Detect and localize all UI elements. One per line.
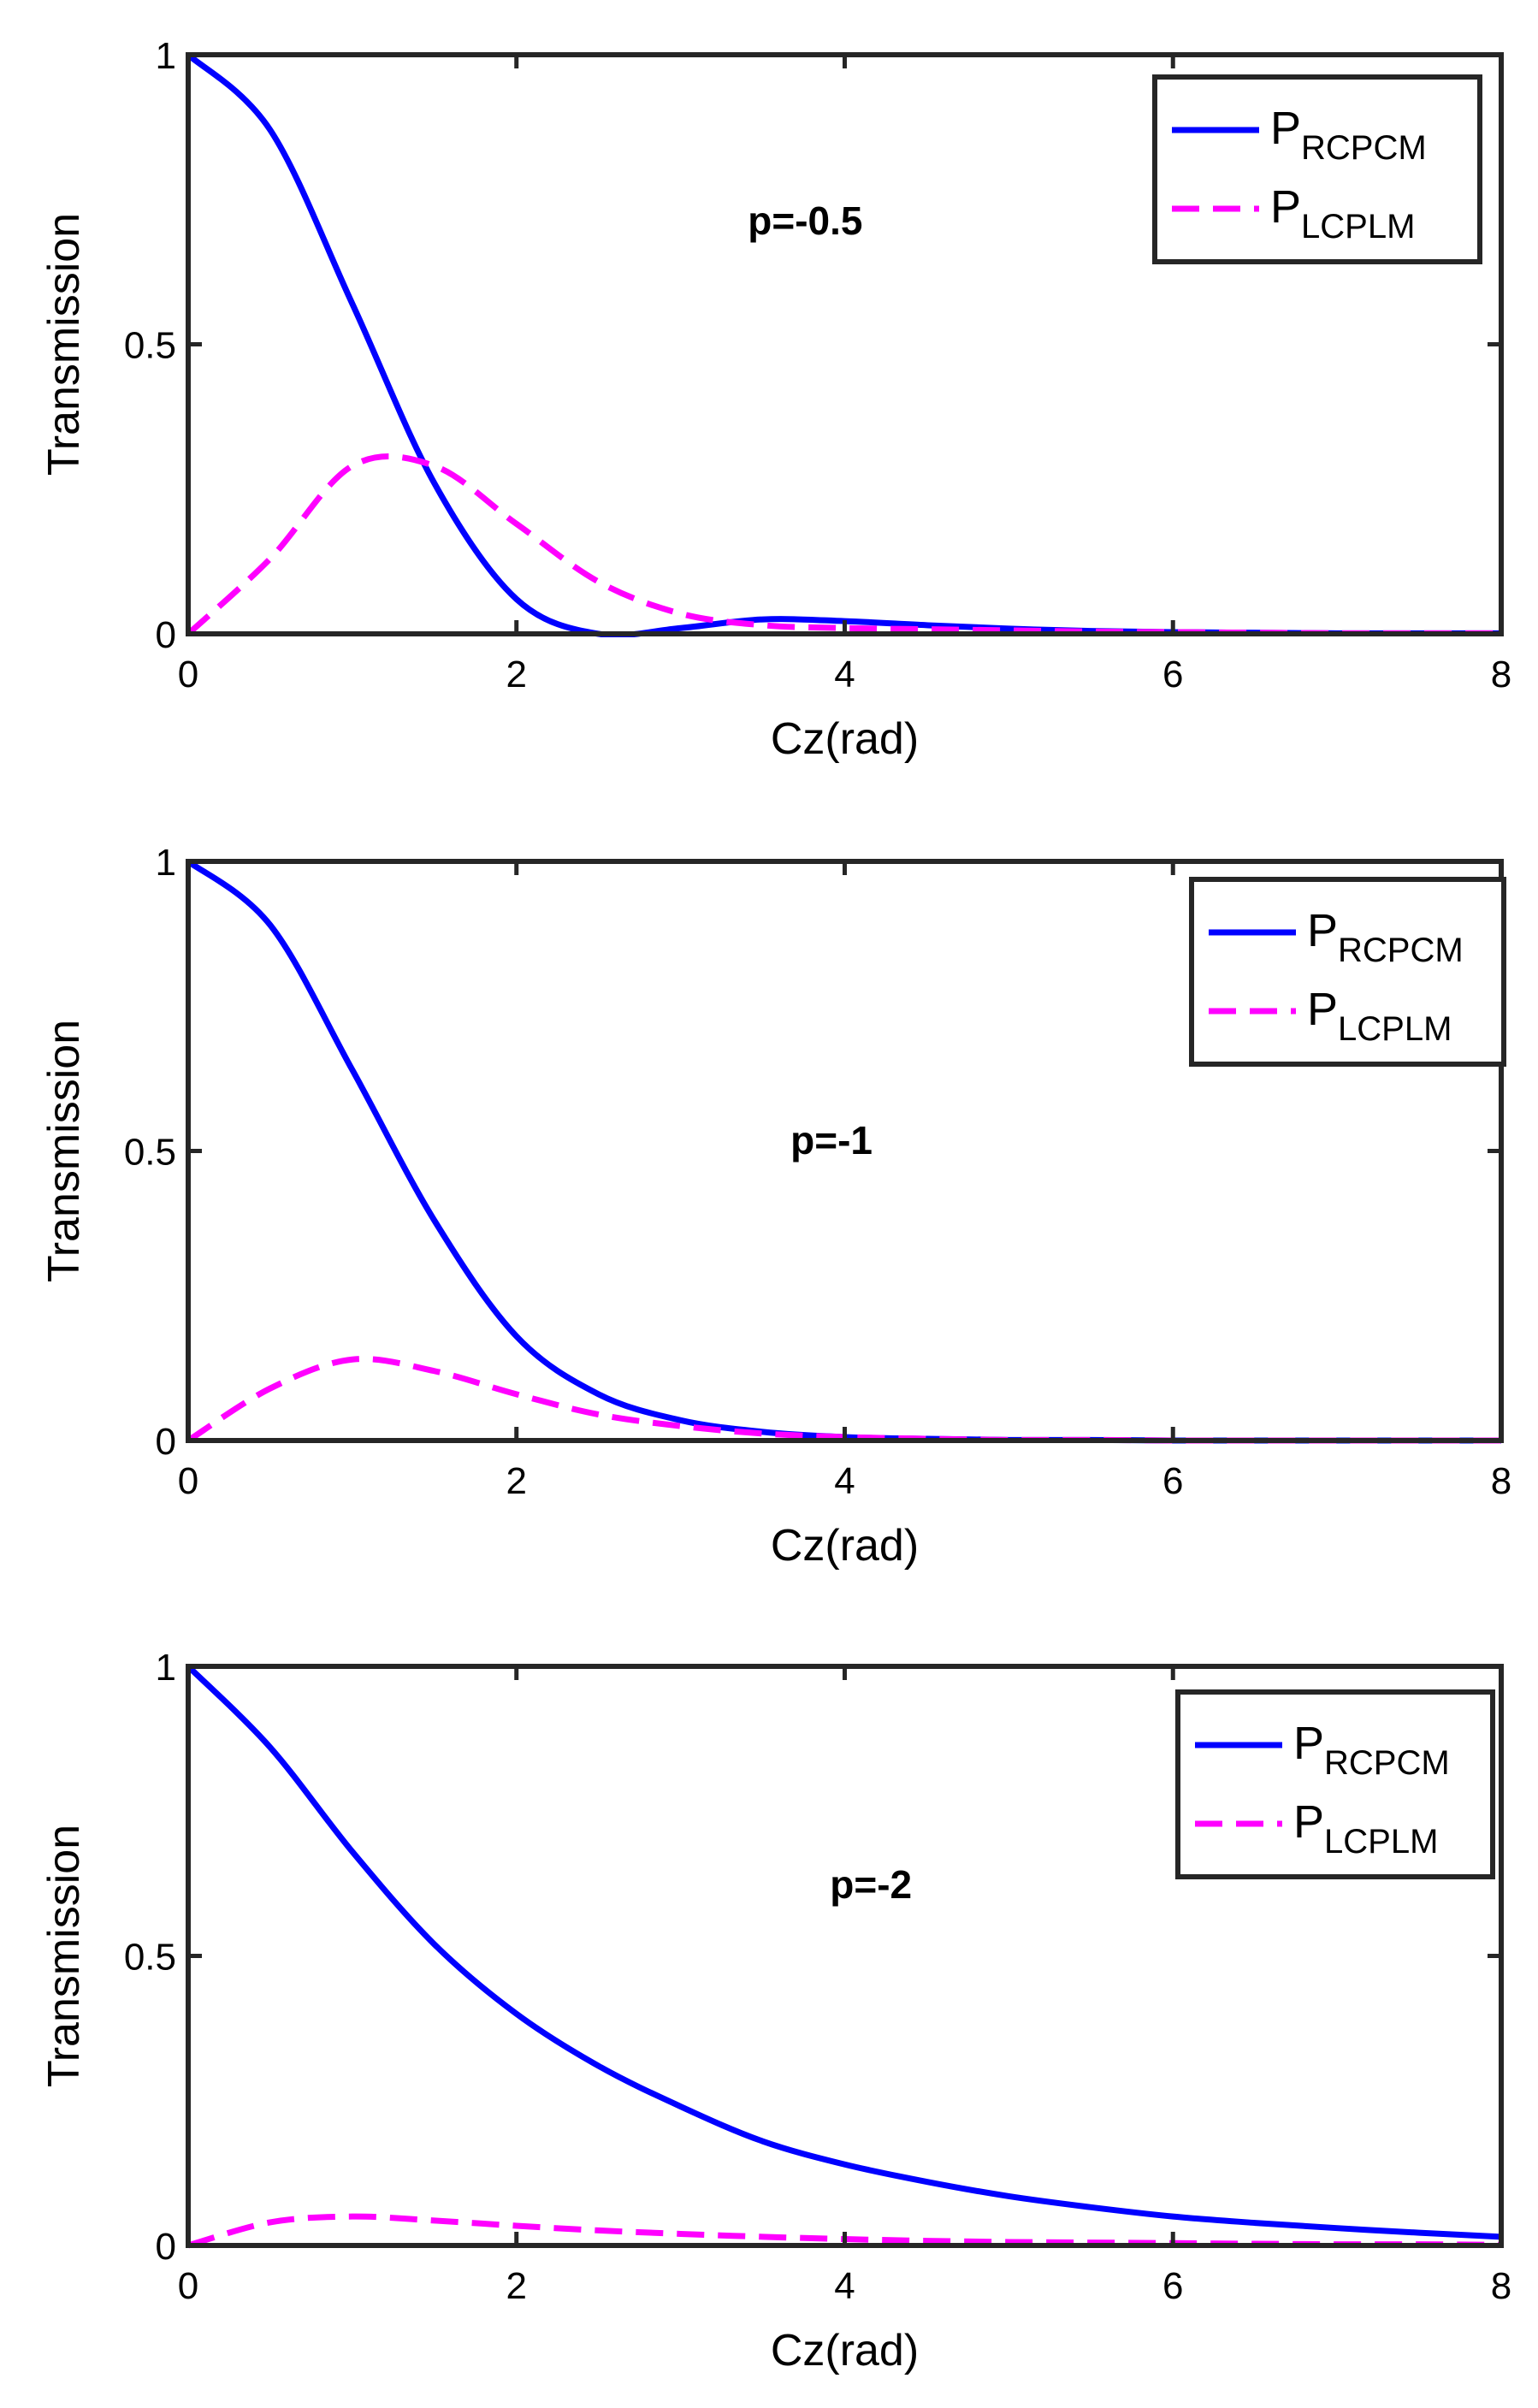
annotation-text: p=-2 (830, 1862, 912, 1907)
y-axis-label: Transmission (39, 1020, 89, 1282)
x-tick-label: 0 (178, 2265, 198, 2307)
x-tick-label: 2 (506, 2265, 527, 2307)
x-axis-label: Cz(rad) (771, 714, 919, 764)
legend-label-lcplm: PLCPLM (1307, 984, 1452, 1048)
x-tick-label: 8 (1491, 1460, 1511, 1502)
x-tick-label: 4 (834, 654, 855, 695)
x-axis-label: Cz(rad) (771, 2326, 919, 2375)
legend-box (1175, 1689, 1495, 1879)
legend-box (1189, 877, 1506, 1067)
y-tick-label: 1 (156, 35, 176, 77)
legend-label-rcpcm: PRCPCM (1293, 1718, 1450, 1782)
x-tick-label: 2 (506, 1460, 527, 1502)
legend: PRCPCM PLCPLM (1152, 74, 1482, 264)
y-tick-label: 0 (156, 614, 176, 656)
x-axis-label: Cz(rad) (771, 1521, 919, 1571)
y-axis-label: Transmission (39, 1825, 89, 2087)
legend-label-rcpcm: PRCPCM (1270, 103, 1427, 167)
annotation-text: p=-0.5 (748, 198, 862, 243)
y-tick-label: 0 (156, 1421, 176, 1463)
x-tick-label: 8 (1491, 654, 1511, 695)
y-axis-label: Transmission (39, 213, 89, 476)
y-tick-label: 0.5 (124, 325, 176, 367)
series-line-lcplm (188, 453, 1501, 636)
chart-panel-1: 0 2 4 6 8 0 0.5 1 Cz(rad) Transmission p=-0.5 PRCPC… (39, 35, 1511, 764)
x-tick-label: 4 (834, 1460, 855, 1502)
legend-label-lcplm: PLCPLM (1270, 181, 1415, 246)
legend: PRCPCM PLCPLM (1175, 1689, 1495, 1879)
x-tick-label: 0 (178, 1460, 198, 1502)
x-tick-label: 6 (1162, 654, 1183, 695)
x-tick-label: 4 (834, 2265, 855, 2307)
x-tick-label: 2 (506, 654, 527, 695)
y-tick-label: 1 (156, 1647, 176, 1689)
legend-box (1152, 74, 1482, 264)
y-tick-label: 0.5 (124, 1937, 176, 1979)
series-line-rcpcm (188, 1664, 1501, 2240)
x-tick-label: 8 (1491, 2265, 1511, 2307)
y-tick-label: 0 (156, 2226, 176, 2268)
x-tick-label: 6 (1162, 2265, 1183, 2307)
legend: PRCPCM PLCPLM (1189, 877, 1506, 1067)
annotation-text: p=-1 (790, 1118, 873, 1163)
y-tick-label: 0.5 (124, 1132, 176, 1174)
y-tick-label: 1 (156, 842, 176, 884)
x-tick-label: 0 (178, 654, 198, 695)
legend-label-lcplm: PLCPLM (1293, 1796, 1438, 1861)
x-tick-label: 6 (1162, 1460, 1183, 1502)
legend-label-rcpcm: PRCPCM (1307, 905, 1464, 969)
